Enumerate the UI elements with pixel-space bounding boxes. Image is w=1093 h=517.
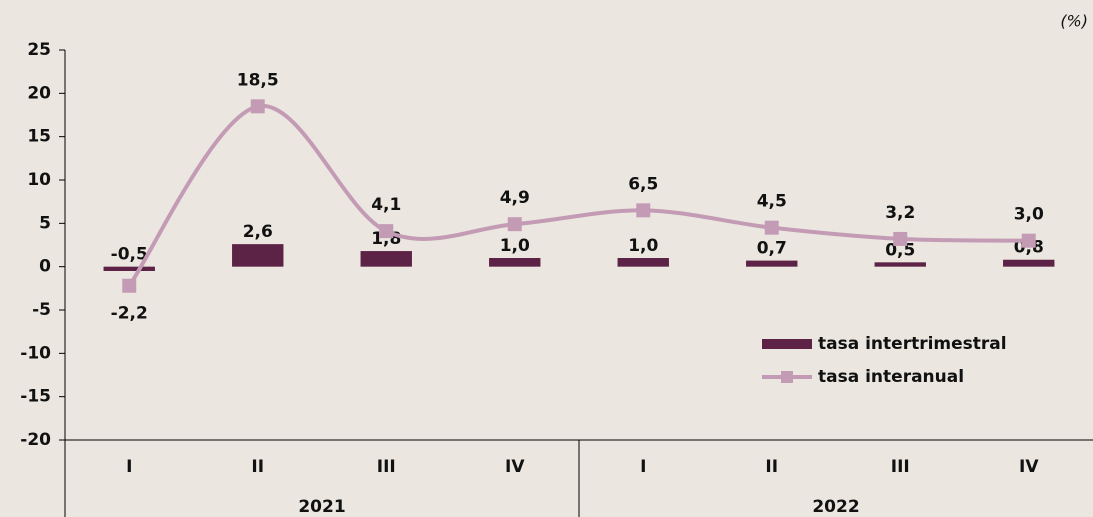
x-tick-label: III (891, 457, 910, 477)
x-tick-label: III (377, 457, 396, 477)
line-value-label: 3,2 (885, 203, 915, 223)
y-tick-label: -20 (20, 430, 51, 450)
x-tick-label: I (640, 457, 646, 477)
line-value-label: 4,1 (371, 195, 401, 215)
legend-swatch (762, 339, 812, 349)
y-tick-label: 15 (27, 127, 51, 147)
bar-value-label: 0,8 (1014, 238, 1044, 258)
unit-label: (%) (1060, 12, 1088, 31)
legend-label: tasa intertrimestral (818, 334, 1007, 354)
y-tick-label: 5 (39, 213, 51, 233)
line-value-label: 6,5 (628, 174, 658, 194)
bar-value-label: -0,5 (111, 245, 148, 265)
bar-value-label: 2,6 (243, 222, 273, 242)
y-tick-label: 10 (27, 170, 51, 190)
bar (489, 258, 541, 267)
y-tick-label: 20 (27, 83, 51, 103)
y-tick-label: -5 (32, 300, 51, 320)
bar (360, 251, 412, 267)
bar-value-label: 0,7 (757, 239, 787, 259)
line-value-label: 4,9 (500, 188, 530, 208)
y-tick-label: -15 (20, 387, 51, 407)
legend-label: tasa interanual (818, 367, 964, 387)
line-marker (250, 99, 265, 114)
line-marker (1021, 233, 1036, 248)
x-tick-label: IV (505, 457, 525, 477)
group-label: 2021 (298, 497, 345, 517)
x-tick-label: II (251, 457, 264, 477)
line-marker (507, 217, 522, 232)
x-tick-label: IV (1019, 457, 1039, 477)
bar-value-label: 1,0 (628, 236, 658, 256)
line-marker (122, 278, 137, 293)
bar (746, 260, 798, 267)
line-marker (379, 224, 394, 239)
line-value-label: 4,5 (757, 192, 787, 212)
y-tick-label: 25 (27, 40, 51, 60)
x-tick-label: II (765, 457, 778, 477)
line-marker (893, 231, 908, 246)
line-marker (764, 220, 779, 235)
bar (874, 262, 926, 267)
bar (617, 258, 669, 267)
line-value-label: 3,0 (1014, 205, 1044, 225)
line-value-label: 18,5 (237, 70, 279, 90)
bar-value-label: 1,0 (500, 236, 530, 256)
line-value-label: -2,2 (111, 304, 148, 324)
bar-value-label: 0,5 (885, 240, 915, 260)
y-tick-label: 0 (39, 257, 51, 277)
bar (103, 266, 155, 271)
y-tick-label: -10 (20, 343, 51, 363)
bar (232, 244, 284, 267)
legend-marker (781, 371, 793, 383)
line-marker (636, 203, 651, 218)
x-tick-label: I (126, 457, 132, 477)
group-label: 2022 (812, 497, 859, 517)
bar (1003, 259, 1055, 267)
